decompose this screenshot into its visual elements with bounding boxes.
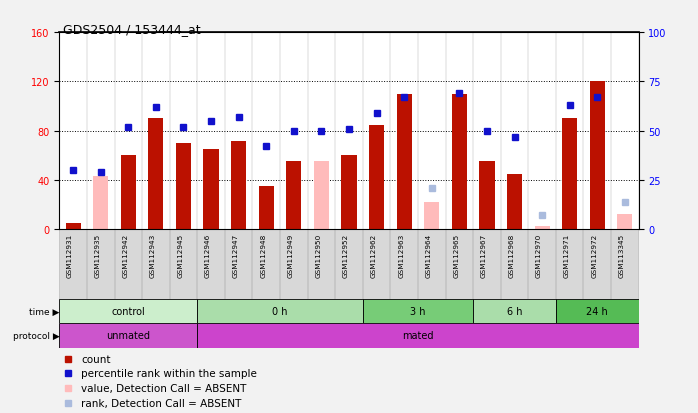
Text: GSM112970: GSM112970 <box>536 233 542 278</box>
Text: GSM112943: GSM112943 <box>150 233 156 278</box>
Text: GSM112931: GSM112931 <box>67 233 73 278</box>
Bar <box>176 144 191 230</box>
Text: GSM112972: GSM112972 <box>591 233 597 278</box>
Bar <box>198 299 363 324</box>
Text: GSM112965: GSM112965 <box>453 233 459 278</box>
Bar <box>396 95 412 230</box>
Text: GSM112942: GSM112942 <box>122 233 128 278</box>
Bar <box>286 162 302 230</box>
Bar <box>369 125 384 230</box>
Text: GSM112968: GSM112968 <box>509 233 514 278</box>
Bar <box>198 324 639 348</box>
Bar <box>363 299 473 324</box>
Bar <box>259 187 274 230</box>
Text: percentile rank within the sample: percentile rank within the sample <box>82 368 258 378</box>
Text: 3 h: 3 h <box>410 306 426 317</box>
Bar <box>590 82 605 230</box>
Text: GSM112967: GSM112967 <box>481 233 487 278</box>
Bar <box>93 177 108 230</box>
Text: GSM112947: GSM112947 <box>232 233 239 278</box>
Text: rank, Detection Call = ABSENT: rank, Detection Call = ABSENT <box>82 398 242 408</box>
Bar <box>148 119 163 230</box>
Bar <box>59 299 198 324</box>
Bar <box>314 162 329 230</box>
Bar <box>507 174 522 230</box>
Bar <box>341 156 357 230</box>
Text: time ▶: time ▶ <box>29 307 59 316</box>
Text: GSM112952: GSM112952 <box>343 233 349 278</box>
Bar <box>66 223 81 230</box>
Text: GSM112971: GSM112971 <box>564 233 570 278</box>
Bar <box>424 203 439 230</box>
Bar <box>231 141 246 230</box>
Text: GSM112950: GSM112950 <box>315 233 321 278</box>
Text: protocol ▶: protocol ▶ <box>13 331 59 340</box>
Text: 6 h: 6 h <box>507 306 522 317</box>
Text: count: count <box>82 354 111 364</box>
Text: 0 h: 0 h <box>272 306 288 317</box>
Text: GSM112963: GSM112963 <box>398 233 404 278</box>
Bar <box>562 119 577 230</box>
Text: GDS2504 / 153444_at: GDS2504 / 153444_at <box>63 23 200 36</box>
Bar <box>480 162 494 230</box>
Text: GSM112962: GSM112962 <box>371 233 377 278</box>
Bar <box>473 299 556 324</box>
Bar <box>617 215 632 230</box>
Text: GSM113345: GSM113345 <box>619 233 625 278</box>
Text: unmated: unmated <box>106 331 150 341</box>
Text: GSM112948: GSM112948 <box>260 233 266 278</box>
Bar <box>121 156 136 230</box>
Text: GSM112935: GSM112935 <box>95 233 101 278</box>
Text: GSM112964: GSM112964 <box>426 233 432 278</box>
Text: GSM112949: GSM112949 <box>288 233 294 278</box>
Text: control: control <box>112 306 145 317</box>
Bar <box>535 226 550 230</box>
Text: GSM112946: GSM112946 <box>205 233 211 278</box>
Text: 24 h: 24 h <box>586 306 608 317</box>
Bar <box>556 299 639 324</box>
Text: value, Detection Call = ABSENT: value, Detection Call = ABSENT <box>82 383 246 393</box>
Bar <box>59 324 198 348</box>
Text: mated: mated <box>402 331 433 341</box>
Text: GSM112945: GSM112945 <box>177 233 184 278</box>
Bar <box>204 150 218 230</box>
Bar <box>452 95 467 230</box>
